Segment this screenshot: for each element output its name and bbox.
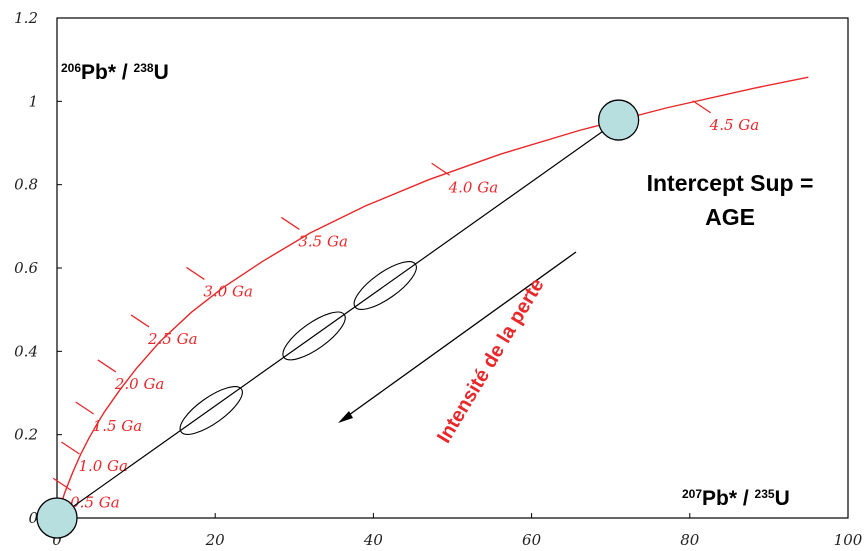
x-axis-title: 207Pb* / 235U bbox=[682, 487, 790, 510]
age-label: 1.0 Ga bbox=[78, 457, 128, 475]
y-axis-title-text: Pb* / bbox=[81, 61, 134, 84]
y-tick-label: 0.8 bbox=[14, 176, 38, 194]
y-axis-title-iso2: 238 bbox=[134, 61, 154, 75]
arrow-head bbox=[338, 411, 353, 423]
y-tick-label: 0.6 bbox=[14, 259, 38, 277]
loss-arrow bbox=[338, 251, 577, 423]
age-tick bbox=[61, 441, 80, 455]
intercept-circle bbox=[36, 497, 78, 539]
x-tick-label: 0 bbox=[52, 531, 62, 549]
age-label: 3.5 Ga bbox=[298, 232, 348, 250]
age-tick bbox=[97, 359, 117, 373]
y-axis-title-text2: U bbox=[154, 61, 169, 84]
x-tick-label: 20 bbox=[205, 531, 226, 549]
x-axis-title-iso2: 235 bbox=[755, 487, 775, 501]
age-tick bbox=[75, 401, 95, 415]
y-axis-ticks: 0 0.2 0.4 0.6 0.8 1 1.2 bbox=[14, 9, 62, 527]
x-tick-label: 80 bbox=[680, 531, 700, 549]
x-axis-title-iso: 207 bbox=[682, 487, 702, 501]
age-tick bbox=[186, 266, 205, 280]
x-axis-ticks: 0 20 40 60 80 100 bbox=[52, 513, 863, 549]
age-label: 4.0 Ga bbox=[448, 178, 499, 196]
y-tick-label: 1.2 bbox=[14, 9, 38, 27]
age-label: 3.0 Ga bbox=[203, 282, 253, 300]
intercept-circle bbox=[597, 99, 640, 141]
age-label: 2.5 Ga bbox=[147, 330, 198, 348]
x-axis-title-text: Pb* / bbox=[702, 487, 755, 510]
age-tick bbox=[280, 216, 300, 230]
data-ellipses bbox=[179, 261, 417, 435]
arrow-shaft bbox=[341, 251, 577, 421]
age-label: 0.5 Ga bbox=[70, 493, 120, 511]
data-ellipse bbox=[282, 311, 346, 361]
x-tick-label: 100 bbox=[834, 531, 863, 549]
intercept-annotation-line2: AGE bbox=[705, 204, 755, 230]
data-ellipse bbox=[179, 386, 243, 435]
x-tick-label: 40 bbox=[363, 531, 384, 549]
y-tick-label: 0.4 bbox=[14, 342, 38, 360]
discordia-line bbox=[56, 119, 619, 519]
x-axis-title-text2: U bbox=[775, 487, 790, 510]
age-tick bbox=[692, 100, 712, 114]
data-ellipse bbox=[353, 261, 417, 310]
y-tick-label: 0.2 bbox=[14, 426, 38, 444]
intercept-annotation-line1: Intercept Sup = bbox=[647, 170, 814, 196]
y-axis-title: 206Pb* / 238U bbox=[61, 61, 169, 84]
age-tick bbox=[431, 162, 450, 176]
x-tick-label: 60 bbox=[522, 531, 542, 549]
age-label: 2.0 Ga bbox=[114, 375, 165, 393]
y-axis-title-iso: 206 bbox=[61, 61, 81, 75]
concordia-curve bbox=[56, 76, 809, 519]
y-tick-label: 0 bbox=[28, 509, 38, 527]
age-marks: 0.5 Ga 1.0 Ga 1.5 Ga 2.0 Ga 2.5 Ga 3.0 Ga 3.5 … bbox=[52, 100, 760, 511]
intercept-circles bbox=[36, 99, 640, 539]
age-label: 1.5 Ga bbox=[93, 417, 143, 435]
age-label: 4.5 Ga bbox=[709, 116, 760, 134]
age-tick bbox=[52, 477, 72, 491]
loss-intensity-label: Intensité de la perte bbox=[433, 275, 549, 447]
y-tick-label: 1 bbox=[28, 92, 38, 110]
age-tick bbox=[130, 314, 150, 328]
